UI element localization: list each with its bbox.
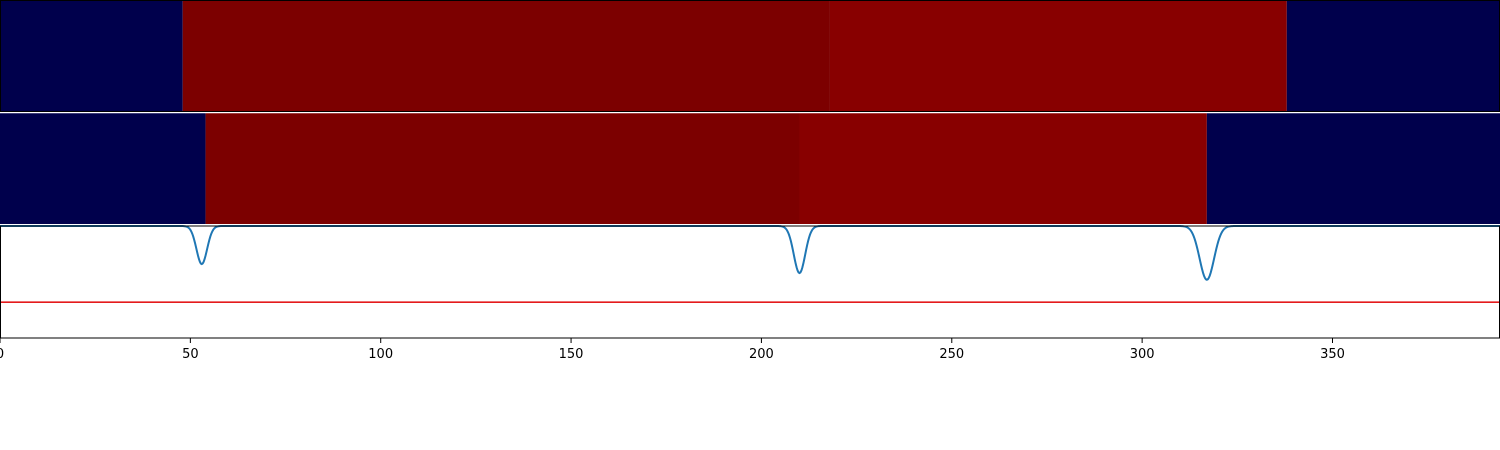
heatmap-segment-2-4: [1206, 113, 1500, 224]
heatmap-row-2: [0, 113, 1500, 224]
x-tick-label: 350: [1320, 347, 1345, 362]
x-tick-label: 100: [368, 347, 393, 362]
heatmap-segment-1-3: [829, 0, 1287, 111]
x-tick-label: 50: [182, 347, 199, 362]
x-tick-label: 200: [749, 347, 774, 362]
heatmap-segment-2-2: [205, 113, 800, 224]
signal-panel: [0, 225, 1500, 339]
heatmap-segment-1-4: [1286, 0, 1500, 111]
x-tick-label: 300: [1130, 347, 1155, 362]
heatmap-segment-2-3: [799, 113, 1207, 224]
heatmap-segment-2-1: [0, 113, 206, 224]
x-tick-label: 0: [0, 347, 4, 362]
x-axis: 0 50 100 150 200 250 300 350: [0, 338, 1345, 362]
x-tick-label: 250: [939, 347, 964, 362]
heatmap-row-1: [0, 0, 1500, 111]
heatmap-panels: [0, 0, 1500, 224]
heatmap-segment-1-2: [182, 0, 830, 111]
signal-background: [0, 226, 1500, 338]
x-tick-label: 150: [559, 347, 584, 362]
heatmap-segment-1-1: [0, 0, 183, 111]
